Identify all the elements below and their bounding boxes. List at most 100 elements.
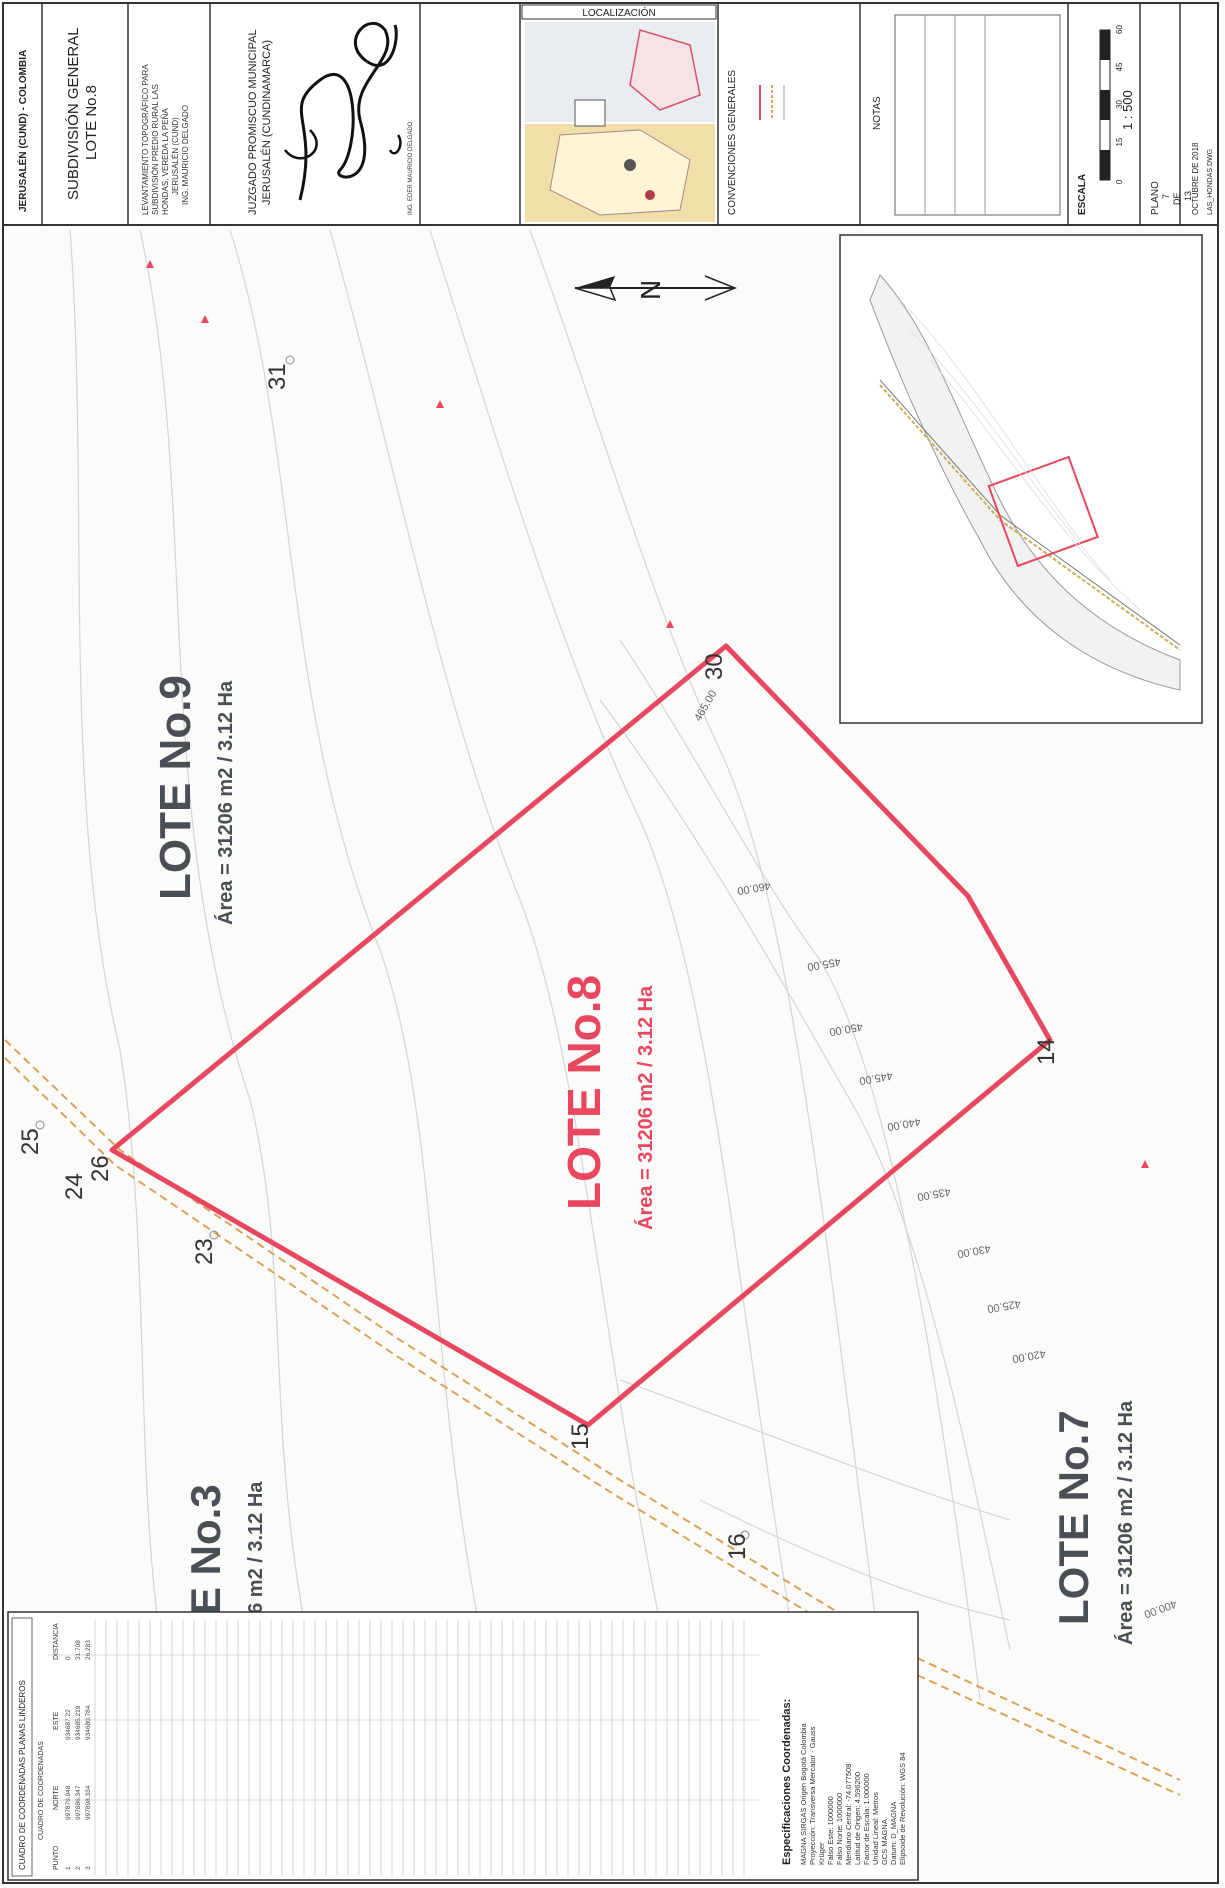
- vertex-label-31: 31: [264, 363, 291, 390]
- table-header-este: ESTE: [53, 1711, 60, 1730]
- overview-inset-map: [839, 234, 1203, 724]
- contour-label: 425.00: [986, 1297, 1021, 1315]
- scale-tick-label: 0: [1115, 179, 1124, 184]
- table-header-distancia: DISTANCIA: [53, 1623, 60, 1660]
- specs-line: MAGNA SIRGAS Origen Bogotá Colombia: [799, 1722, 808, 1865]
- table-title: CUADRO DE COORDENADAS PLANAS LINDEROS: [18, 1680, 27, 1870]
- table-cell: 934680.784: [85, 1705, 92, 1740]
- table-cell: 997879.948: [65, 1785, 72, 1820]
- lot-8-boundary[interactable]: [109, 643, 1053, 1428]
- table-row: 1: [65, 1866, 72, 1870]
- title-block: JERUSALÉN (CUND) - COLOMBIA SUBDIVISIÓN …: [2, 2, 1219, 226]
- plano-number: 7: [1161, 194, 1171, 199]
- scale-tick-label: 60: [1115, 25, 1124, 34]
- table-cell: 997898.334: [85, 1785, 92, 1820]
- notas-label: NOTAS: [872, 96, 883, 130]
- survey-line5: ING. MAURICIO DELGADO: [181, 105, 190, 205]
- specs-line: Falso Norte: 1000000: [835, 1793, 844, 1865]
- survey-line4: JERUSALÉN (CUND): [171, 117, 180, 195]
- plano-label: PLANO: [1150, 181, 1161, 215]
- scale-tick-label: 15: [1115, 137, 1124, 146]
- lot-9-name: LOTE No.9: [151, 675, 200, 900]
- table-cell: 934687.22: [65, 1709, 72, 1740]
- specs-line: Krüger: [817, 1842, 826, 1865]
- specs-line: Elipsoide de Revolución: WGS 84: [898, 1752, 907, 1865]
- court-line1: JUZGADO PROMISCUO MUNICIPAL: [247, 29, 259, 215]
- plan-file: LAS_HONDAS.DWG: [1207, 149, 1214, 215]
- contour-label: 435.00: [916, 1185, 951, 1203]
- scale-ratio: 1 : 500: [1120, 90, 1135, 130]
- vertex-label-23: 23: [191, 1238, 218, 1265]
- plano-total: 13: [1183, 191, 1193, 201]
- engineer-name: ING. EDER MAURICIO DELGADO: [408, 121, 414, 215]
- table-subtitle: CUADRO DE COORDENADAS: [38, 1741, 45, 1840]
- specs-lines: MAGNA SIRGAS Origen Bogotá Colombia Proye…: [799, 1722, 907, 1865]
- table-cell: 31.708: [75, 1640, 82, 1660]
- vertex-labels: 31 30 14 15 16 23 24 25 26: [17, 363, 1060, 1560]
- contour-label: 445.00: [858, 1069, 893, 1087]
- vertex-label-26: 26: [87, 1155, 114, 1182]
- vertex-label-16: 16: [724, 1533, 751, 1560]
- survey-line3: HONDAS, VEREDA LA PEÑA: [161, 108, 170, 215]
- coordinates-table: CUADRO DE COORDENADAS PLANAS LINDEROS CU…: [7, 1611, 919, 1881]
- lot-8-area: Área = 31206 m2 / 3.12 Ha: [634, 985, 657, 1230]
- vertex-label-14: 14: [1033, 1038, 1060, 1065]
- contour-label: 450.00: [828, 1020, 863, 1038]
- vertex-label-15: 15: [567, 1423, 594, 1450]
- court-line2: JERUSALÉN (CUNDINAMARCA): [260, 40, 273, 205]
- specs-line: Factor de Escala: 1.000000: [862, 1773, 871, 1865]
- contour-label: 455.00: [806, 955, 841, 973]
- vertex-label-25: 25: [17, 1128, 44, 1155]
- lot-3-area: 06 m2 / 3.12 Ha: [245, 1481, 267, 1625]
- lot-7-name: LOTE No.7: [1050, 1410, 1097, 1625]
- specs-line: Proyección: Transversa Mercator - Gauss: [808, 1726, 817, 1865]
- table-cell: 0: [65, 1656, 72, 1660]
- specs-line: Unidad Lineal: Metros: [871, 1792, 880, 1865]
- plan-date: OCTUBRE DE 2018: [1191, 142, 1200, 215]
- table-row: 2: [75, 1866, 82, 1870]
- table-cell: 934685.219: [75, 1705, 82, 1740]
- vertex-points: [35, 355, 750, 1540]
- vertex-label-24: 24: [61, 1173, 88, 1200]
- lot-9-area: Área = 31206 m2 / 3.12 Ha: [214, 680, 237, 925]
- lot-3-name: E No.3: [182, 1484, 229, 1615]
- specs-line: GCS MAGNA: [880, 1819, 889, 1865]
- plan-title-line2: LOTE No.8: [83, 85, 100, 160]
- location-header: JERUSALÉN (CUND) - COLOMBIA: [16, 50, 29, 212]
- localizacion-label: LOCALIZACIÓN: [582, 6, 655, 19]
- table-cell: 26.283: [85, 1640, 92, 1660]
- specs-line: Latitud de Origen: 4.596200: [853, 1772, 862, 1865]
- table-grid: [48, 1620, 760, 1875]
- specs-line: Falso Este: 1000000: [826, 1796, 835, 1865]
- escala-label: ESCALA: [1077, 174, 1088, 215]
- scale-tick-label: 45: [1115, 62, 1124, 71]
- north-arrow-icon: [574, 275, 738, 302]
- plan-title-line1: SUBDIVISIÓN GENERAL: [65, 27, 82, 200]
- contour-label: 420.00: [1011, 1347, 1046, 1365]
- convenciones-label: CONVENCIONES GENERALES: [727, 70, 738, 215]
- north-label: N: [635, 280, 666, 300]
- plano-de-label: DE: [1172, 192, 1182, 205]
- contour-label: 430.00: [956, 1242, 991, 1260]
- vertex-label-30: 30: [701, 653, 728, 680]
- road-lines: [4, 1039, 1181, 1796]
- signature-icon: [298, 22, 398, 201]
- contour-label: 440.00: [886, 1115, 921, 1133]
- scale-ticks: 0 15 30 45 60: [1115, 25, 1124, 184]
- table-row: 3: [85, 1866, 92, 1870]
- contour-lines: [69, 229, 1011, 1801]
- table-cell: 997886.347: [75, 1785, 82, 1820]
- survey-line2: SUBDIVISIÓN PREDIO RURAL LAS: [151, 84, 160, 215]
- specs-line: Datum: D_MAGNA: [889, 1802, 898, 1865]
- contour-label: 460.00: [736, 879, 771, 897]
- table-header-norte: NORTE: [53, 1785, 60, 1810]
- table-header-punto: PUNTO: [53, 1845, 60, 1870]
- specs-title: Especificaciones Coordenadas:: [781, 1699, 793, 1865]
- survey-line1: LEVANTAMIENTO TOPOGRÁFICO PARA: [141, 64, 150, 215]
- map-area: 465.00 460.00 455.00 450.00 445.00 440.0…: [4, 229, 1203, 1881]
- scale-tick-label: 30: [1115, 100, 1124, 109]
- lot-7-area: Área = 31206 m2 / 3.12 Ha: [1114, 1400, 1137, 1645]
- lot-8-name: LOTE No.8: [558, 975, 610, 1210]
- boundary-markers: [146, 260, 1149, 1168]
- specs-line: Meridiano Central: -74.077508: [844, 1764, 853, 1865]
